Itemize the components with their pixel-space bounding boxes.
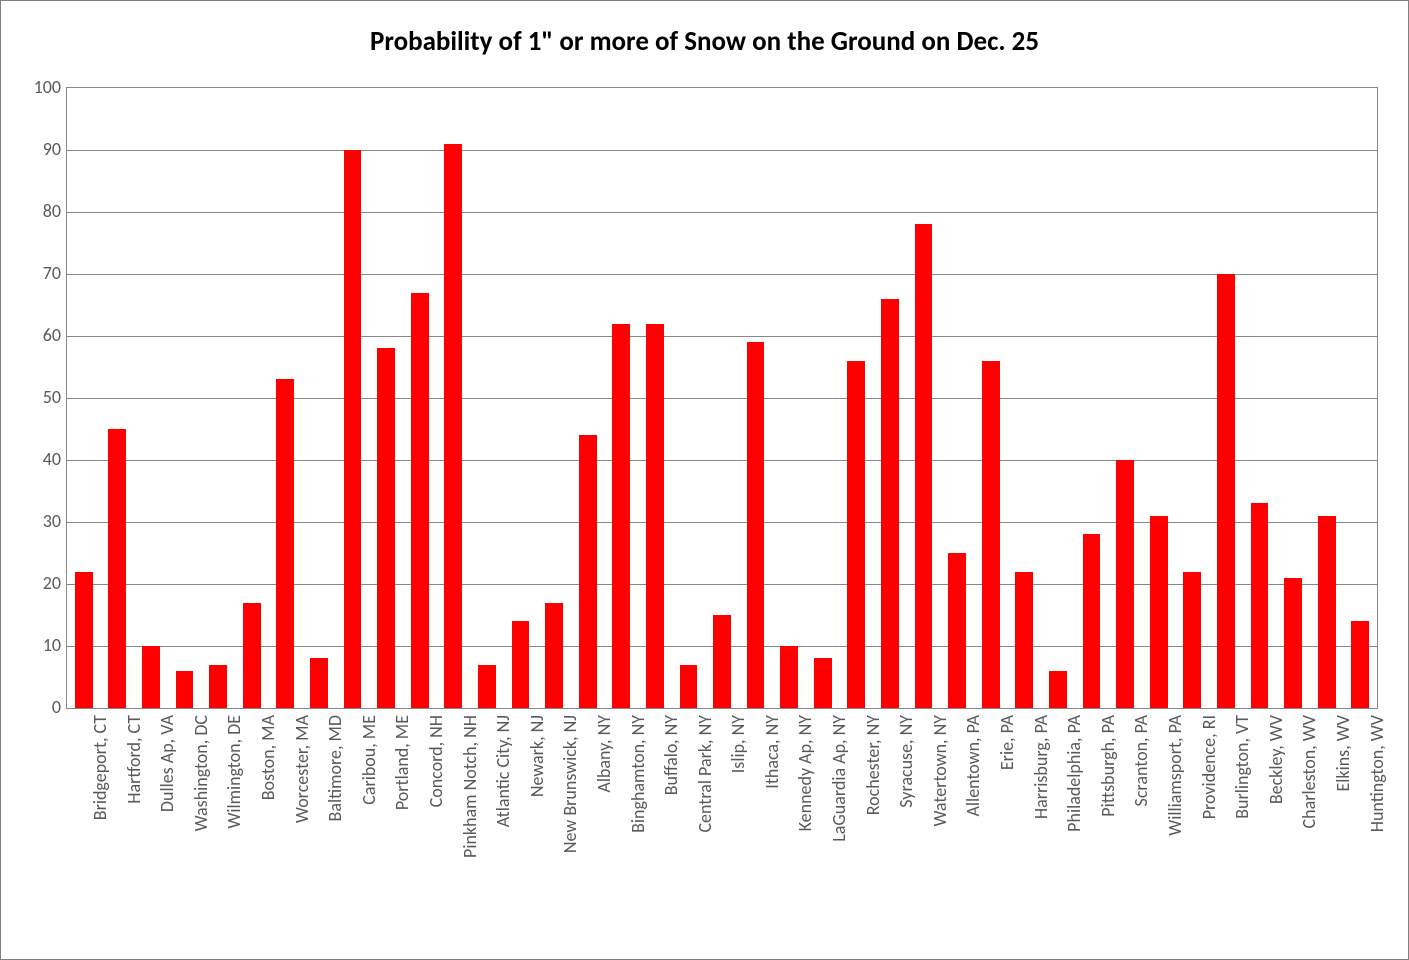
bar (1318, 516, 1336, 708)
bar (1351, 621, 1369, 708)
x-tick-label: Albany, NY (593, 715, 615, 793)
x-tick-label: Buffalo, NY (660, 715, 682, 795)
y-tick-label: 0 (31, 696, 61, 718)
bar (747, 342, 765, 708)
bar (1049, 671, 1067, 708)
bar (680, 665, 698, 708)
x-tick-label: LaGuardia Ap, NY (828, 715, 850, 842)
x-tick-label: Erie, PA (996, 715, 1018, 770)
x-tick-label: Newark, NJ (526, 715, 548, 797)
bar (814, 658, 832, 708)
bars-layer (67, 88, 1377, 708)
bar (1217, 274, 1235, 708)
bar (411, 293, 429, 708)
y-tick-label: 50 (31, 386, 61, 408)
bar (915, 224, 933, 708)
plot-area (66, 87, 1378, 709)
x-tick-label: Boston, MA (257, 715, 279, 800)
x-tick-label: Baltimore, MD (324, 715, 346, 821)
x-tick-label: Syracuse, NY (895, 715, 917, 808)
x-tick-label: Wilmington, DE (223, 715, 245, 829)
y-tick-label: 100 (31, 76, 61, 98)
x-tick-label: Pittsburgh, PA (1097, 715, 1119, 817)
x-tick-label: Philadelphia, PA (1063, 715, 1085, 832)
bar (1015, 572, 1033, 708)
x-tick-label: Worcester, MA (291, 715, 313, 823)
x-tick-label: Portland, ME (391, 715, 413, 810)
chart-title: Probability of 1" or more of Snow on the… (1, 25, 1408, 58)
y-tick-label: 60 (31, 324, 61, 346)
x-tick-label: New Brunswick, NJ (559, 715, 581, 853)
bar (1183, 572, 1201, 708)
bar (478, 665, 496, 708)
x-tick-label: Scranton, PA (1130, 715, 1152, 806)
bar (142, 646, 160, 708)
x-tick-label: Elkins, WV (1332, 715, 1354, 792)
chart-frame: Probability of 1" or more of Snow on the… (0, 0, 1409, 960)
bar (780, 646, 798, 708)
bar (1150, 516, 1168, 708)
bar (1284, 578, 1302, 708)
bar (209, 665, 227, 708)
bar (75, 572, 93, 708)
bar (982, 361, 1000, 708)
bar (377, 348, 395, 708)
x-axis-labels: Bridgeport, CT Hartford, CT Dulles Ap, VA W… (66, 715, 1378, 959)
bar (310, 658, 328, 708)
x-tick-label: Bridgeport, CT (89, 715, 111, 820)
bar (646, 324, 664, 708)
bar (108, 429, 126, 708)
bar (881, 299, 899, 708)
bar (243, 603, 261, 708)
x-tick-label: Atlantic City, NJ (492, 715, 514, 827)
y-tick-label: 10 (31, 634, 61, 656)
x-tick-label: Islip, NY (727, 715, 749, 773)
x-tick-label: Williamsport, PA (1164, 715, 1186, 836)
bar (713, 615, 731, 708)
x-tick-label: Binghamton, NY (627, 715, 649, 833)
x-tick-label: Rochester, NY (862, 715, 884, 815)
bar (612, 324, 630, 708)
x-tick-label: Concord, NH (425, 715, 447, 807)
x-tick-label: Dulles Ap, VA (156, 715, 178, 812)
x-tick-label: Beckley, WV (1265, 715, 1287, 804)
bar (545, 603, 563, 708)
x-tick-label: Watertown, NY (929, 715, 951, 826)
y-tick-label: 90 (31, 138, 61, 160)
bar (512, 621, 530, 708)
bar (276, 379, 294, 708)
bar (579, 435, 597, 708)
x-tick-label: Central Park, NY (694, 715, 716, 833)
x-tick-label: Washington, DC (190, 715, 212, 831)
x-tick-label: Ithaca, NY (761, 715, 783, 789)
x-tick-label: Pinkham Notch, NH (459, 715, 481, 858)
bar (1116, 460, 1134, 708)
bar (1083, 534, 1101, 708)
bar (444, 144, 462, 708)
y-tick-label: 80 (31, 200, 61, 222)
x-tick-label: Caribou, ME (358, 715, 380, 805)
y-tick-label: 20 (31, 572, 61, 594)
y-tick-label: 40 (31, 448, 61, 470)
bar (176, 671, 194, 708)
x-tick-label: Providence, RI (1198, 715, 1220, 819)
bar (948, 553, 966, 708)
x-tick-label: Allentown, PA (962, 715, 984, 816)
y-tick-label: 70 (31, 262, 61, 284)
x-tick-label: Burlington, VT (1231, 715, 1253, 819)
x-tick-label: Harrisburg, PA (1030, 715, 1052, 819)
x-tick-label: Hartford, CT (123, 715, 145, 804)
bar (847, 361, 865, 708)
x-tick-label: Kennedy Ap, NY (794, 715, 816, 831)
x-tick-label: Huntington, WV (1366, 715, 1388, 832)
x-tick-label: Charleston, WV (1298, 715, 1320, 828)
bar (344, 150, 362, 708)
bar (1251, 503, 1269, 708)
y-tick-label: 30 (31, 510, 61, 532)
